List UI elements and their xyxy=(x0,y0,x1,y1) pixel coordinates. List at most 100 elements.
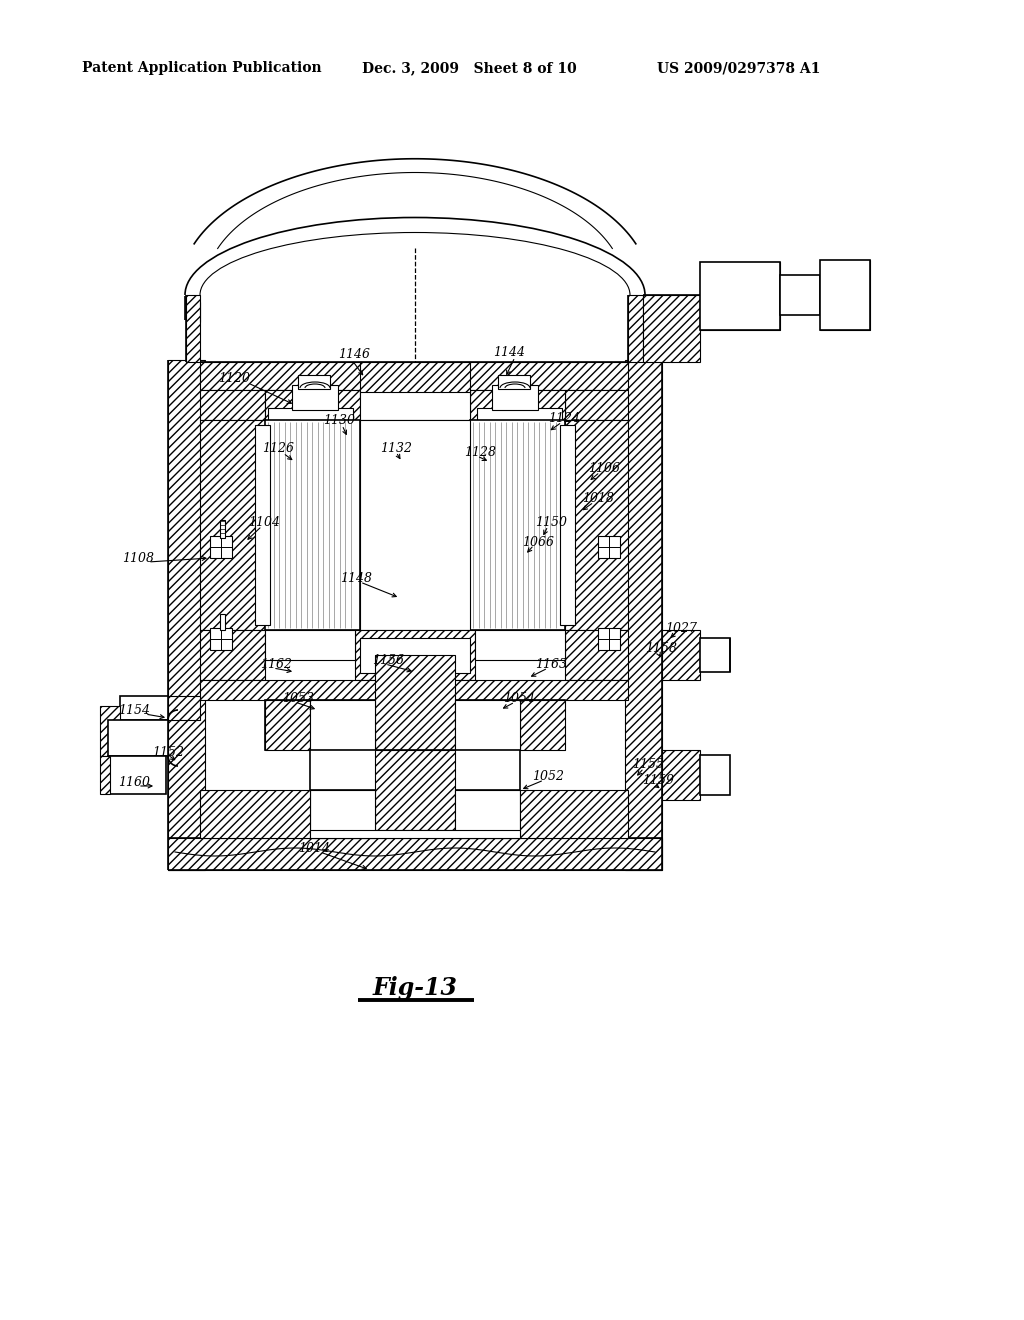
Text: 1155: 1155 xyxy=(632,759,664,771)
Text: 1152: 1152 xyxy=(152,746,184,759)
Bar xyxy=(455,789,520,838)
Polygon shape xyxy=(265,389,360,470)
Text: 1150: 1150 xyxy=(535,516,567,528)
Polygon shape xyxy=(565,420,628,630)
Text: 1128: 1128 xyxy=(464,446,496,458)
Polygon shape xyxy=(375,750,455,830)
Text: 1163: 1163 xyxy=(535,659,567,672)
Bar xyxy=(210,536,232,558)
Bar xyxy=(255,425,270,624)
Polygon shape xyxy=(820,260,870,330)
Text: 1158: 1158 xyxy=(645,642,677,655)
Polygon shape xyxy=(520,789,628,838)
Text: 1014: 1014 xyxy=(298,842,330,854)
Text: 1052: 1052 xyxy=(532,770,564,783)
Polygon shape xyxy=(662,750,700,800)
Polygon shape xyxy=(120,696,168,719)
Polygon shape xyxy=(700,638,730,672)
Bar xyxy=(820,260,870,330)
Polygon shape xyxy=(265,630,355,660)
Polygon shape xyxy=(565,389,628,420)
Polygon shape xyxy=(360,389,470,420)
Bar xyxy=(268,408,353,450)
Polygon shape xyxy=(625,360,662,870)
Bar xyxy=(108,756,166,795)
Text: Patent Application Publication: Patent Application Publication xyxy=(82,61,322,75)
Text: 1108: 1108 xyxy=(122,552,154,565)
Text: 1154: 1154 xyxy=(118,704,150,717)
Bar xyxy=(716,271,764,322)
Polygon shape xyxy=(200,389,265,420)
Text: 1027: 1027 xyxy=(665,622,697,635)
Bar xyxy=(310,700,375,750)
Bar xyxy=(310,789,375,838)
Bar xyxy=(455,700,520,750)
Bar xyxy=(560,425,575,624)
Text: 1018: 1018 xyxy=(582,491,614,504)
Polygon shape xyxy=(470,389,565,470)
Bar xyxy=(298,375,330,389)
Polygon shape xyxy=(355,630,475,680)
Polygon shape xyxy=(265,700,310,750)
Text: 1130: 1130 xyxy=(323,413,355,426)
Text: 1156: 1156 xyxy=(372,653,404,667)
Polygon shape xyxy=(200,420,265,630)
Text: 1126: 1126 xyxy=(262,441,294,454)
Polygon shape xyxy=(100,706,120,756)
Polygon shape xyxy=(310,750,520,789)
Polygon shape xyxy=(168,360,205,870)
Polygon shape xyxy=(628,294,643,362)
Polygon shape xyxy=(200,362,628,389)
Bar xyxy=(210,628,232,649)
Polygon shape xyxy=(565,630,628,680)
Text: Fig-13: Fig-13 xyxy=(373,975,458,1001)
Text: 1066: 1066 xyxy=(522,536,554,549)
Bar xyxy=(498,375,530,389)
Text: 1054: 1054 xyxy=(503,692,535,705)
Text: US 2009/0297378 A1: US 2009/0297378 A1 xyxy=(657,61,820,75)
Polygon shape xyxy=(186,294,200,362)
Text: 1148: 1148 xyxy=(340,572,372,585)
Polygon shape xyxy=(200,630,265,680)
Bar xyxy=(700,261,780,330)
Text: 1104: 1104 xyxy=(248,516,280,528)
Text: 1146: 1146 xyxy=(338,348,370,362)
Polygon shape xyxy=(360,362,470,392)
Polygon shape xyxy=(780,275,820,315)
Text: 1132: 1132 xyxy=(380,441,412,454)
Polygon shape xyxy=(200,680,628,700)
Bar xyxy=(220,614,225,630)
Bar xyxy=(598,628,620,649)
Bar xyxy=(100,756,110,795)
Bar xyxy=(375,655,455,825)
Polygon shape xyxy=(492,385,538,411)
Bar xyxy=(477,408,562,450)
Text: 1106: 1106 xyxy=(588,462,620,474)
Text: 1120: 1120 xyxy=(218,371,250,384)
Polygon shape xyxy=(200,789,310,838)
Text: Dec. 3, 2009   Sheet 8 of 10: Dec. 3, 2009 Sheet 8 of 10 xyxy=(362,61,577,75)
Bar xyxy=(220,520,225,539)
Polygon shape xyxy=(700,261,780,330)
Bar xyxy=(470,420,565,630)
Text: 1124: 1124 xyxy=(548,412,580,425)
Bar xyxy=(310,830,520,838)
Bar xyxy=(360,638,470,673)
Text: 1053: 1053 xyxy=(282,692,314,705)
Text: 1162: 1162 xyxy=(260,659,292,672)
Polygon shape xyxy=(475,630,565,660)
Polygon shape xyxy=(168,838,662,870)
Polygon shape xyxy=(292,385,338,411)
Text: 1159: 1159 xyxy=(642,774,674,787)
Polygon shape xyxy=(643,294,700,362)
Polygon shape xyxy=(108,719,168,756)
Polygon shape xyxy=(662,630,700,680)
Bar xyxy=(598,536,620,558)
Bar xyxy=(700,755,730,795)
Polygon shape xyxy=(520,700,565,750)
Polygon shape xyxy=(168,696,200,719)
Text: 1160: 1160 xyxy=(118,776,150,788)
Text: 1144: 1144 xyxy=(493,346,525,359)
Polygon shape xyxy=(265,700,565,750)
Bar xyxy=(265,420,360,630)
